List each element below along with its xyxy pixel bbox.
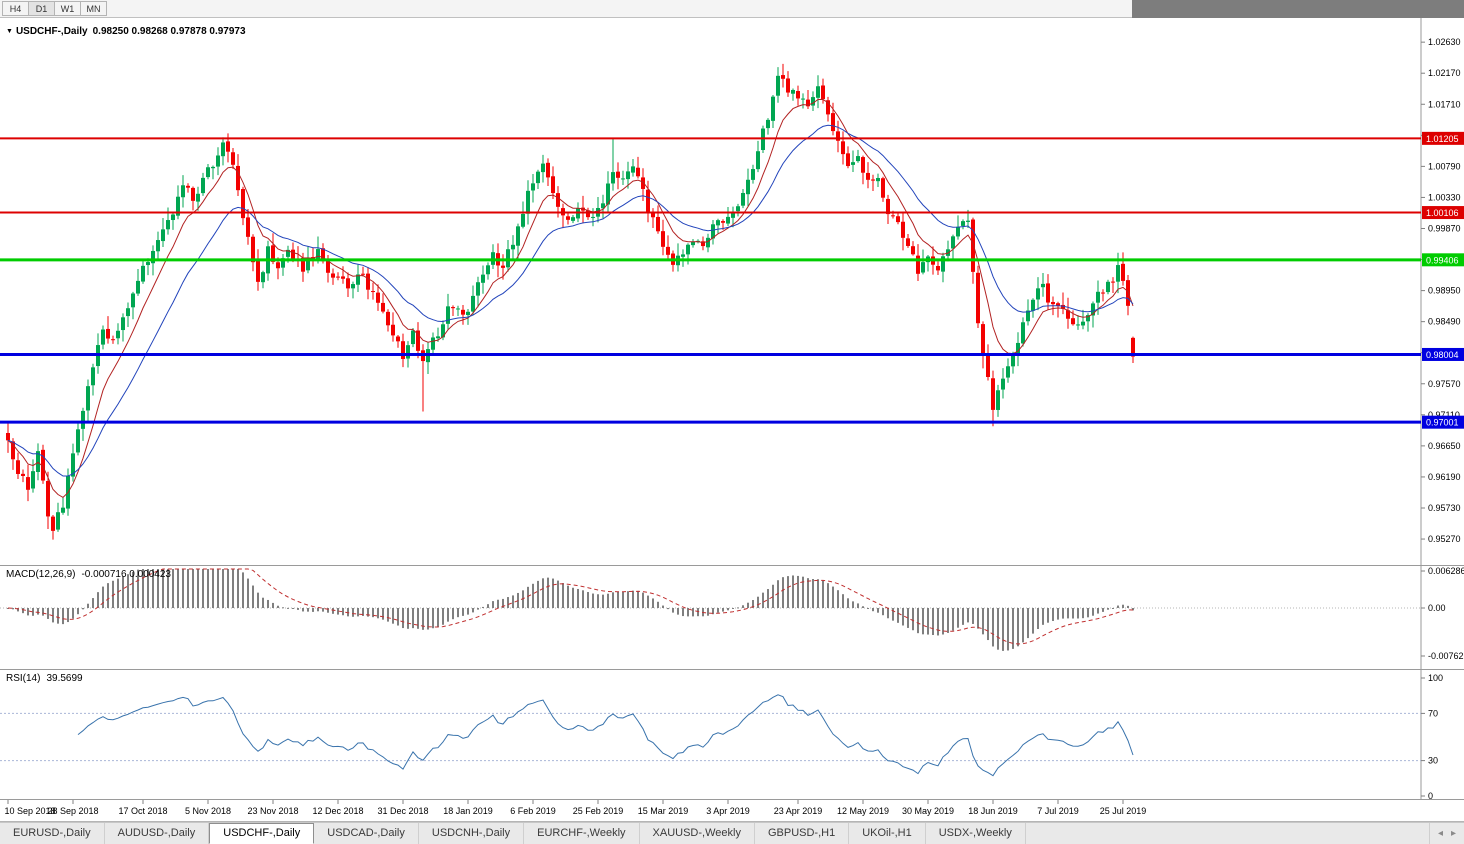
chart-tab-usdx-weekly[interactable]: USDX-,Weekly bbox=[926, 823, 1026, 844]
candles bbox=[6, 63, 1135, 540]
chart-tab-strip: EURUSD-,Daily AUDUSD-,Daily USDCHF-,Daily U… bbox=[0, 823, 1026, 844]
svg-text:0.98950: 0.98950 bbox=[1428, 286, 1461, 296]
svg-text:23 Nov 2018: 23 Nov 2018 bbox=[247, 806, 298, 816]
toolbar-dark-region bbox=[1132, 0, 1464, 18]
svg-text:0.96650: 0.96650 bbox=[1428, 441, 1461, 451]
svg-text:17 Oct 2018: 17 Oct 2018 bbox=[118, 806, 167, 816]
svg-text:18 Jun 2019: 18 Jun 2019 bbox=[968, 806, 1018, 816]
svg-text:0.97570: 0.97570 bbox=[1428, 379, 1461, 389]
svg-text:100: 100 bbox=[1428, 673, 1443, 683]
svg-text:1.00106: 1.00106 bbox=[1426, 208, 1459, 218]
svg-text:5 Nov 2018: 5 Nov 2018 bbox=[185, 806, 231, 816]
svg-text:28 Sep 2018: 28 Sep 2018 bbox=[47, 806, 98, 816]
macd-values: -0.000716 0.000423 bbox=[81, 569, 171, 580]
svg-text:6 Feb 2019: 6 Feb 2019 bbox=[510, 806, 556, 816]
svg-text:10 Sep 2018: 10 Sep 2018 bbox=[4, 806, 55, 816]
rsi-axis-labels: 100 70 30 0 bbox=[1421, 673, 1443, 799]
chart-tab-gbpusd-h1[interactable]: GBPUSD-,H1 bbox=[755, 823, 850, 844]
chart-tab-audusd-daily[interactable]: AUDUSD-,Daily bbox=[105, 823, 210, 844]
dropdown-triangle-icon[interactable]: ▼ bbox=[6, 28, 13, 35]
svg-text:0.96190: 0.96190 bbox=[1428, 472, 1461, 482]
chart-tab-xauusd-weekly[interactable]: XAUUSD-,Weekly bbox=[640, 823, 755, 844]
svg-text:23 Apr 2019: 23 Apr 2019 bbox=[774, 806, 823, 816]
rsi-panel[interactable]: RSI(14) 39.5699 100 70 30 0 bbox=[0, 670, 1464, 800]
svg-text:30: 30 bbox=[1428, 756, 1438, 766]
tab-scroll-right-icon[interactable]: ▸ bbox=[1450, 828, 1456, 839]
svg-text:1.00330: 1.00330 bbox=[1428, 192, 1461, 202]
svg-text:1.01710: 1.01710 bbox=[1428, 99, 1461, 109]
symbol-period-label: USDCHF-,Daily bbox=[15, 26, 88, 37]
chart-tab-ukoil-h1[interactable]: UKOil-,H1 bbox=[849, 823, 926, 844]
rsi-label: RSI(14) 39.5699 bbox=[6, 673, 83, 684]
chart-title: ▼ USDCHF-,Daily 0.98250 0.98268 0.97878 0.… bbox=[6, 26, 246, 37]
timeframe-w1-button[interactable]: W1 bbox=[54, 1, 81, 16]
svg-text:0: 0 bbox=[1428, 791, 1433, 799]
rsi-value: 39.5699 bbox=[46, 673, 83, 684]
ma-slow-line bbox=[7, 124, 1134, 477]
date-axis: 10 Sep 2018 28 Sep 2018 17 Oct 2018 5 Nov 2… bbox=[0, 800, 1464, 822]
timeframe-mn-button[interactable]: MN bbox=[80, 1, 107, 16]
svg-text:0.97110: 0.97110 bbox=[1428, 410, 1460, 420]
chart-tab-usdchf-daily[interactable]: USDCHF-,Daily bbox=[209, 823, 315, 844]
tab-nav: ◂ ▸ bbox=[1428, 823, 1464, 844]
svg-text:0.95730: 0.95730 bbox=[1428, 503, 1461, 513]
timeframe-toolbar: H4 D1 W1 MN bbox=[0, 0, 1464, 18]
ohlc-quote: 0.98250 0.98268 0.97878 0.97973 bbox=[92, 26, 246, 37]
chart-tab-eurusd-daily[interactable]: EURUSD-,Daily bbox=[0, 823, 105, 844]
macd-label: MACD(12,26,9) -0.000716 0.000423 bbox=[6, 569, 171, 580]
svg-text:0.95270: 0.95270 bbox=[1428, 534, 1461, 544]
svg-text:1.02630: 1.02630 bbox=[1428, 37, 1461, 47]
svg-text:18 Jan 2019: 18 Jan 2019 bbox=[443, 806, 493, 816]
svg-text:1.00790: 1.00790 bbox=[1428, 161, 1461, 171]
level-badges: 1.01205 1.00106 0.99406 0.98004 0.97001 bbox=[1422, 131, 1464, 429]
tab-scroll-left-icon[interactable]: ◂ bbox=[1437, 828, 1443, 839]
svg-text:0.00: 0.00 bbox=[1428, 603, 1446, 613]
svg-text:70: 70 bbox=[1428, 708, 1438, 718]
svg-text:12 May 2019: 12 May 2019 bbox=[837, 806, 889, 816]
svg-text:25 Feb 2019: 25 Feb 2019 bbox=[573, 806, 624, 816]
chart-tabs: EURUSD-,Daily AUDUSD-,Daily USDCHF-,Daily U… bbox=[0, 822, 1464, 844]
level-lines bbox=[0, 137, 1421, 424]
macd-name: MACD(12,26,9) bbox=[6, 569, 76, 580]
chart-tab-eurchf-weekly[interactable]: EURCHF-,Weekly bbox=[524, 823, 640, 844]
timeframe-d1-button[interactable]: D1 bbox=[28, 1, 55, 16]
svg-text:30 May 2019: 30 May 2019 bbox=[902, 806, 954, 816]
svg-text:-0.00762: -0.00762 bbox=[1428, 651, 1464, 661]
svg-text:3 Apr 2019: 3 Apr 2019 bbox=[706, 806, 750, 816]
macd-axis-labels: 0.006286 0.00 -0.00762 bbox=[1421, 566, 1464, 661]
rsi-name: RSI(14) bbox=[6, 673, 41, 684]
timeframe-h4-button[interactable]: H4 bbox=[2, 1, 29, 16]
svg-text:0.006286: 0.006286 bbox=[1428, 566, 1464, 576]
svg-text:25 Jul 2019: 25 Jul 2019 bbox=[1100, 806, 1147, 816]
svg-text:15 Mar 2019: 15 Mar 2019 bbox=[638, 806, 689, 816]
ma-fast-line bbox=[7, 98, 1134, 499]
svg-text:0.97001: 0.97001 bbox=[1426, 418, 1459, 428]
svg-text:0.98490: 0.98490 bbox=[1428, 317, 1461, 327]
macd-histogram bbox=[7, 569, 1134, 651]
svg-text:1.01205: 1.01205 bbox=[1426, 134, 1459, 144]
svg-text:1.02170: 1.02170 bbox=[1428, 68, 1461, 78]
chart-tab-usdcad-daily[interactable]: USDCAD-,Daily bbox=[314, 823, 419, 844]
timeframe-button-group: H4 D1 W1 MN bbox=[2, 1, 107, 16]
svg-text:7 Jul 2019: 7 Jul 2019 bbox=[1037, 806, 1079, 816]
price-axis-labels: 1.026301.021701.017101.012501.007901.003… bbox=[1421, 37, 1461, 544]
macd-canvas[interactable]: 0.006286 0.00 -0.00762 bbox=[0, 566, 1464, 669]
svg-text:0.99870: 0.99870 bbox=[1428, 223, 1461, 233]
svg-text:31 Dec 2018: 31 Dec 2018 bbox=[377, 806, 428, 816]
macd-panel[interactable]: MACD(12,26,9) -0.000716 0.000423 0.006286… bbox=[0, 566, 1464, 670]
rsi-line bbox=[77, 694, 1134, 777]
macd-signal-line bbox=[7, 568, 1134, 645]
svg-text:0.99406: 0.99406 bbox=[1426, 255, 1459, 265]
svg-text:0.98004: 0.98004 bbox=[1426, 350, 1459, 360]
svg-text:12 Dec 2018: 12 Dec 2018 bbox=[312, 806, 363, 816]
rsi-canvas[interactable]: 100 70 30 0 bbox=[0, 670, 1464, 799]
price-chart-canvas[interactable]: 1.026301.021701.017101.012501.007901.003… bbox=[0, 18, 1464, 565]
chart-tab-usdcnh-daily[interactable]: USDCNH-,Daily bbox=[419, 823, 525, 844]
price-chart-panel[interactable]: ▼ USDCHF-,Daily 0.98250 0.98268 0.97878 0.… bbox=[0, 18, 1464, 566]
